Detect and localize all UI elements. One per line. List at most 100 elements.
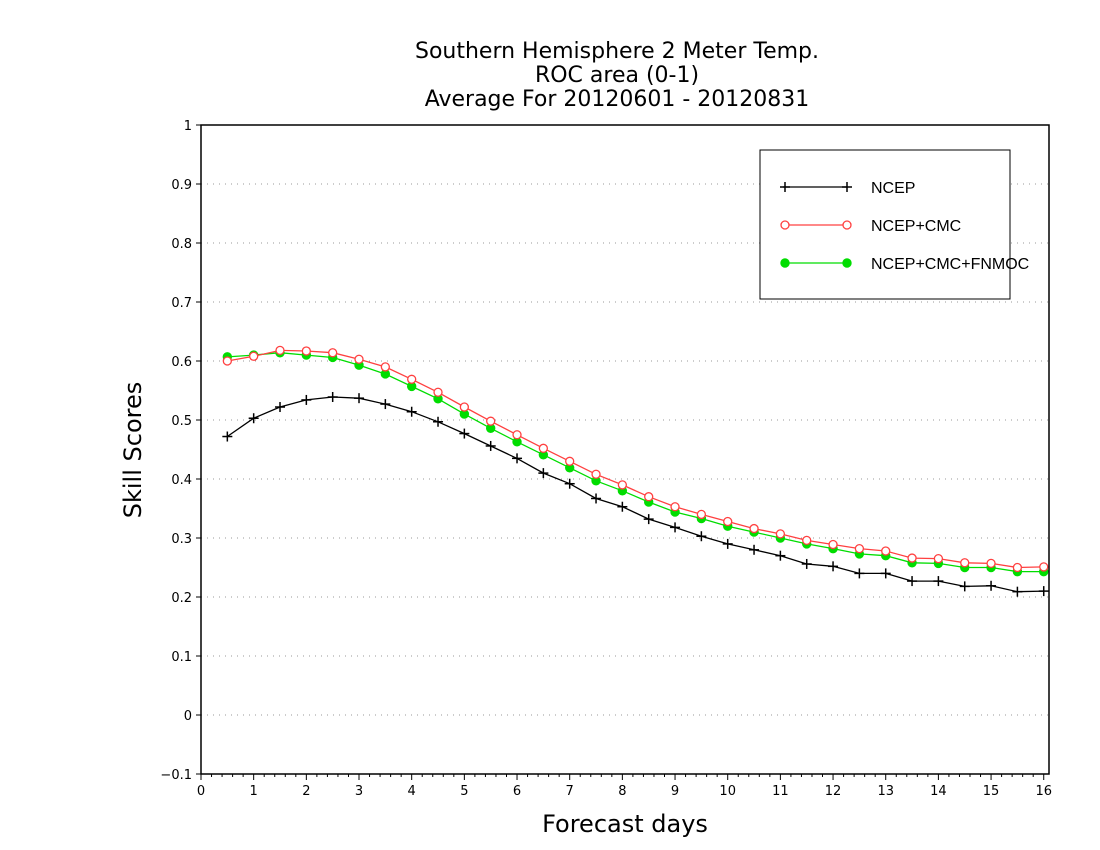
chart-title: Southern Hemisphere 2 Meter Temp. ROC ar… (415, 39, 819, 112)
x-tick-label: 9 (671, 784, 679, 799)
series-ncep-cmc-fnmoc (222, 348, 1049, 577)
filled-circle-marker (842, 258, 852, 268)
open-circle-marker (591, 469, 601, 479)
title-line-3: Average For 20120601 - 20120831 (425, 87, 810, 112)
plus-marker (1038, 586, 1049, 597)
y-tick-label: 0.3 (171, 532, 192, 547)
x-tick-label: 8 (618, 784, 626, 799)
title-line-2: ROC area (0-1) (535, 63, 699, 88)
plus-marker (564, 478, 575, 489)
x-tick-label: 6 (513, 784, 521, 799)
plus-marker (433, 416, 444, 427)
open-circle-marker (933, 554, 944, 564)
x-tick-label: 3 (355, 784, 363, 799)
open-circle-marker (780, 220, 790, 230)
plus-marker (222, 431, 233, 442)
legend-label: NCEP+CMC+FNMOC (871, 256, 1029, 273)
series-ncep (222, 391, 1049, 597)
open-circle-marker (828, 539, 838, 550)
series-line (226, 396, 1044, 593)
open-circle-marker (696, 509, 707, 520)
x-tick-label: 14 (930, 784, 947, 799)
y-tick-label: 1 (184, 119, 192, 134)
x-tick-label: 16 (1035, 784, 1052, 799)
y-axis-label: Skill Scores (119, 382, 147, 519)
legend-entry: NCEP (780, 180, 915, 197)
legend: NCEP NCEP+CMC NCEP+CMC+FNMOC (759, 149, 1029, 300)
x-tick-label: 2 (302, 784, 310, 799)
open-circle-marker (249, 351, 259, 361)
open-circle-marker (670, 502, 680, 512)
plus-marker (780, 182, 790, 192)
title-line-1: Southern Hemisphere 2 Meter Temp. (415, 39, 819, 64)
plus-marker (591, 493, 602, 504)
x-tick-label: 0 (197, 784, 205, 799)
open-circle-marker (881, 546, 891, 556)
open-circle-marker (1012, 562, 1023, 573)
plus-marker (406, 406, 417, 417)
y-tick-label: 0.4 (171, 473, 192, 488)
open-circle-marker (407, 374, 417, 384)
plus-marker (828, 561, 839, 572)
open-circle-marker (512, 430, 522, 440)
plus-marker (880, 568, 891, 579)
plus-marker (380, 399, 391, 410)
y-tick-label: 0.1 (171, 650, 192, 665)
plus-marker (670, 522, 681, 533)
x-tick-label: 7 (566, 784, 574, 799)
plus-marker (775, 550, 786, 561)
legend-label: NCEP+CMC (871, 218, 961, 235)
x-tick-label: 11 (772, 784, 789, 799)
plus-marker (854, 568, 865, 579)
plus-marker (933, 576, 944, 587)
series-line (227, 349, 1044, 569)
series-line (227, 352, 1044, 573)
open-circle-marker (775, 529, 786, 539)
open-circle-marker (459, 402, 470, 412)
x-tick-label: 12 (825, 784, 842, 799)
plus-marker (459, 428, 470, 439)
x-tick-label: 5 (460, 784, 468, 799)
y-tick-label: 0.7 (171, 296, 192, 311)
plus-marker (301, 394, 312, 405)
x-tick-label: 1 (250, 784, 258, 799)
y-tick-label: 0.9 (171, 178, 192, 193)
legend-label: NCEP (871, 180, 915, 197)
plus-marker (512, 453, 523, 464)
open-circle-marker (842, 220, 852, 230)
open-circle-marker (617, 480, 628, 490)
plus-marker (907, 576, 918, 587)
legend-entry: NCEP+CMC+FNMOC (780, 256, 1029, 273)
plus-marker (248, 413, 259, 424)
open-circle-marker (301, 346, 311, 356)
y-tick-label: 0.6 (171, 355, 192, 370)
open-circle-marker (749, 523, 759, 534)
axis-ticks: −0.100.10.20.30.40.50.60.70.80.910 1 2 3 4 5 6… (160, 119, 1052, 799)
plus-marker (801, 558, 812, 569)
open-circle-marker (723, 516, 733, 527)
legend-entry: NCEP+CMC (780, 218, 961, 235)
plus-marker (643, 514, 654, 525)
open-circle-marker (907, 553, 917, 563)
y-tick-label: 0 (184, 709, 192, 724)
plus-marker (986, 580, 997, 591)
x-tick-label: 13 (877, 784, 894, 799)
open-circle-marker (960, 558, 970, 568)
plus-marker (538, 468, 549, 479)
plus-marker (842, 182, 852, 192)
x-tick-label: 10 (719, 784, 736, 799)
plus-marker (722, 538, 733, 549)
open-circle-marker (486, 416, 496, 426)
x-tick-label: 15 (983, 784, 1000, 799)
open-circle-marker (644, 492, 654, 502)
open-circle-marker (986, 558, 996, 569)
plot-frame (200, 124, 1050, 775)
series-ncep-cmc (222, 345, 1049, 573)
open-circle-marker (802, 535, 812, 546)
open-circle-marker (354, 354, 364, 364)
y-tick-label: 0.5 (171, 414, 192, 429)
plus-marker (485, 440, 496, 451)
open-circle-marker (433, 387, 443, 397)
y-tick-label: 0.8 (171, 237, 192, 252)
plus-marker (749, 544, 760, 555)
